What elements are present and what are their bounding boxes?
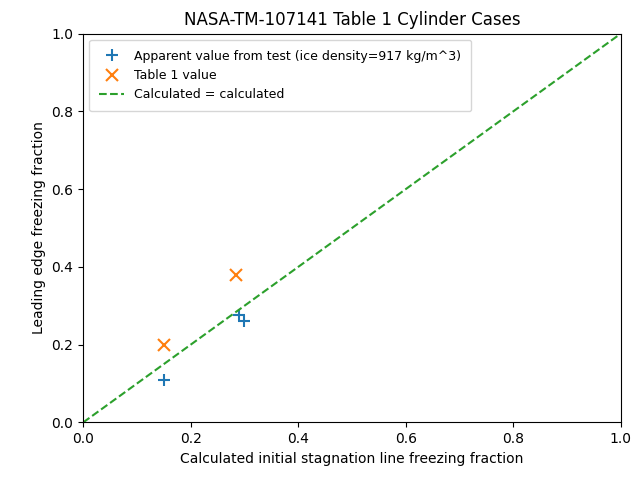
Table 1 value: [232, 272, 240, 277]
X-axis label: Calculated initial stagnation line freezing fraction: Calculated initial stagnation line freez…: [180, 452, 524, 466]
Apparent value from test (ice density=917 kg/m^3): [236, 312, 243, 318]
Title: NASA-TM-107141 Table 1 Cylinder Cases: NASA-TM-107141 Table 1 Cylinder Cases: [184, 11, 520, 29]
Legend: Apparent value from test (ice density=917 kg/m^3), Table 1 value, Calculated = c: Apparent value from test (ice density=91…: [90, 40, 472, 111]
Apparent value from test (ice density=917 kg/m^3): [160, 377, 168, 383]
Y-axis label: Leading edge freezing fraction: Leading edge freezing fraction: [32, 121, 46, 335]
Apparent value from test (ice density=917 kg/m^3): [241, 318, 248, 324]
Line: Table 1 value: Table 1 value: [157, 268, 243, 351]
Table 1 value: [160, 342, 168, 348]
Line: Apparent value from test (ice density=917 kg/m^3): Apparent value from test (ice density=91…: [157, 309, 251, 386]
